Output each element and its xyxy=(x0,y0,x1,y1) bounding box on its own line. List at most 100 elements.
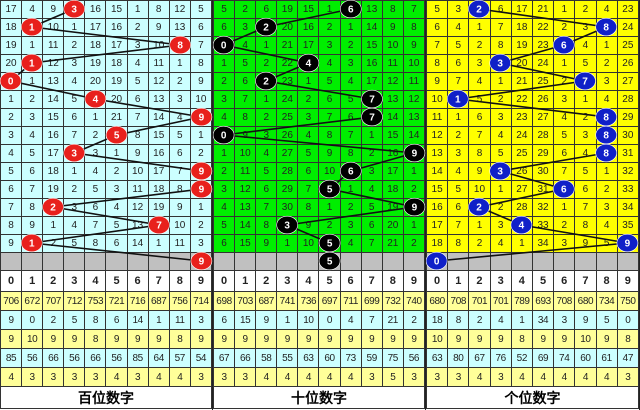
stat-cell: 680 xyxy=(574,291,597,311)
omission-cell: 3 xyxy=(595,72,618,91)
omission-cell: 5 xyxy=(297,144,320,163)
omission-cell: 3 xyxy=(189,234,213,253)
stat-cell: 3 xyxy=(212,367,236,387)
omission-cell: 4 xyxy=(63,72,86,91)
stat-cell: 1 xyxy=(147,310,170,330)
omission-cell: 2 xyxy=(339,36,362,55)
omission-cell: 29 xyxy=(531,144,555,163)
omission-cell xyxy=(595,144,618,163)
omission-cell: 1 xyxy=(402,162,426,181)
omission-cell: 1 xyxy=(189,126,213,145)
grid-row: 14 4 9 26 30 7 5 1 32 xyxy=(425,162,640,181)
omission-cell: 1 xyxy=(255,36,278,55)
stat-cell: 4 xyxy=(297,367,320,387)
omission-cell: 10 xyxy=(402,54,426,73)
stat-cell: 8 xyxy=(84,310,107,330)
omission-cell: 19 xyxy=(0,36,23,55)
latest-draw-cell xyxy=(105,252,128,271)
omission-cell: 27 xyxy=(276,144,299,163)
omission-cell: 8 xyxy=(21,198,44,217)
omission-cell: 1 xyxy=(189,198,213,217)
omission-cell: 3 xyxy=(297,108,320,127)
latest-draw-row xyxy=(212,252,426,271)
stat-cell: 58 xyxy=(255,348,278,368)
omission-cell xyxy=(595,108,618,127)
latest-draw-cell xyxy=(212,252,236,271)
omission-cell: 6 xyxy=(63,108,86,127)
omission-cell: 9 xyxy=(381,18,404,37)
omission-cell xyxy=(468,0,491,19)
stat-cell: 736 xyxy=(297,291,320,311)
omission-cell: 19 xyxy=(42,180,65,199)
omission-cell: 8 xyxy=(381,0,404,19)
omission-cell: 3 xyxy=(212,180,236,199)
omission-cell: 25 xyxy=(510,144,533,163)
omission-cell: 6 xyxy=(168,144,191,163)
omission-cell: 8 xyxy=(574,216,597,235)
omission-cell: 12 xyxy=(381,72,404,91)
stat-cell: 680 xyxy=(425,291,449,311)
omission-cell: 2 xyxy=(553,18,576,37)
grid-row: 3 4 16 7 2 8 15 5 1 xyxy=(0,126,213,145)
omission-cell: 5 xyxy=(189,0,213,19)
omission-cell: 13 xyxy=(42,72,65,91)
omission-cell: 8 xyxy=(402,18,426,37)
grid-row: 5 3 6 17 21 1 2 4 23 xyxy=(425,0,640,19)
stat-cell: 9 xyxy=(189,329,213,349)
latest-draw-cell xyxy=(126,252,149,271)
omission-cell: 1 xyxy=(318,0,341,19)
grid-row: 10 5 2 22 26 3 1 4 28 xyxy=(425,90,640,109)
hundreds-panel: 17 4 9 16 15 1 8 12 5 18 10 1 17 16 2 9 13 6 19 1 11 2 18 17 3 10… xyxy=(0,0,213,410)
omission-cell: 16 xyxy=(360,54,383,73)
omission-cell: 2 xyxy=(553,216,576,235)
stat-cell: 789 xyxy=(510,291,533,311)
grid-row: 8 9 1 4 7 5 13 10 2 xyxy=(0,216,213,235)
omission-cell: 10 xyxy=(42,18,65,37)
stat-cell: 5 xyxy=(595,310,618,330)
omission-cell: 29 xyxy=(276,180,299,199)
omission-cell: 6 xyxy=(574,180,597,199)
latest-draw-cell xyxy=(402,252,426,271)
omission-cell: 18 xyxy=(84,36,107,55)
omission-cell: 24 xyxy=(616,18,640,37)
omission-cell: 23 xyxy=(531,36,555,55)
stat-cell: 11 xyxy=(168,310,191,330)
omission-cell: 1 xyxy=(63,18,86,37)
omission-cell: 6 xyxy=(339,108,362,127)
stat-cell: 9 xyxy=(339,329,362,349)
omission-cell: 21 xyxy=(276,36,299,55)
omission-cell: 2 xyxy=(255,108,278,127)
omission-cell: 5 xyxy=(468,90,491,109)
grid-row: 4 5 17 3 1 9 16 6 2 xyxy=(0,144,213,163)
latest-draw-cell xyxy=(489,252,512,271)
omission-cell: 3 xyxy=(339,216,362,235)
tens-grid: 5 2 6 19 15 1 13 8 7 6 3 20 16 2 1 14 9 8 4 1 21 17 3 2 15 10 9 1 5 2… xyxy=(212,0,426,387)
stat-cell: 3 xyxy=(360,367,383,387)
omission-cell: 11 xyxy=(402,72,426,91)
omission-cell: 5 xyxy=(447,36,470,55)
omission-cell: 10 xyxy=(234,144,257,163)
omission-cell: 6 xyxy=(189,18,213,37)
omission-cell: 1 xyxy=(360,126,383,145)
grid-row: 6 7 19 2 5 3 11 18 8 xyxy=(0,180,213,199)
stat-cell: 4 xyxy=(105,367,128,387)
omission-cell: 5 xyxy=(574,162,597,181)
omission-cell: 33 xyxy=(616,180,640,199)
omission-cell: 6 xyxy=(21,162,44,181)
omission-cell: 6 xyxy=(447,54,470,73)
omission-cell: 12 xyxy=(42,54,65,73)
omission-cell: 18 xyxy=(425,234,449,253)
stat-cell: 9 xyxy=(318,329,341,349)
stat-cell: 9 xyxy=(105,329,128,349)
omission-cell: 1 xyxy=(339,18,362,37)
omission-cell xyxy=(510,216,533,235)
omission-cell: 4 xyxy=(318,54,341,73)
omission-cell: 33 xyxy=(531,216,555,235)
omission-cell: 2 xyxy=(468,36,491,55)
grid-row: 2 11 5 28 6 10 3 17 1 xyxy=(212,162,426,181)
omission-cell: 1 xyxy=(84,108,107,127)
omission-cell: 8 xyxy=(339,144,362,163)
omission-cell: 3 xyxy=(84,144,107,163)
digit-header: 7 xyxy=(574,270,597,292)
